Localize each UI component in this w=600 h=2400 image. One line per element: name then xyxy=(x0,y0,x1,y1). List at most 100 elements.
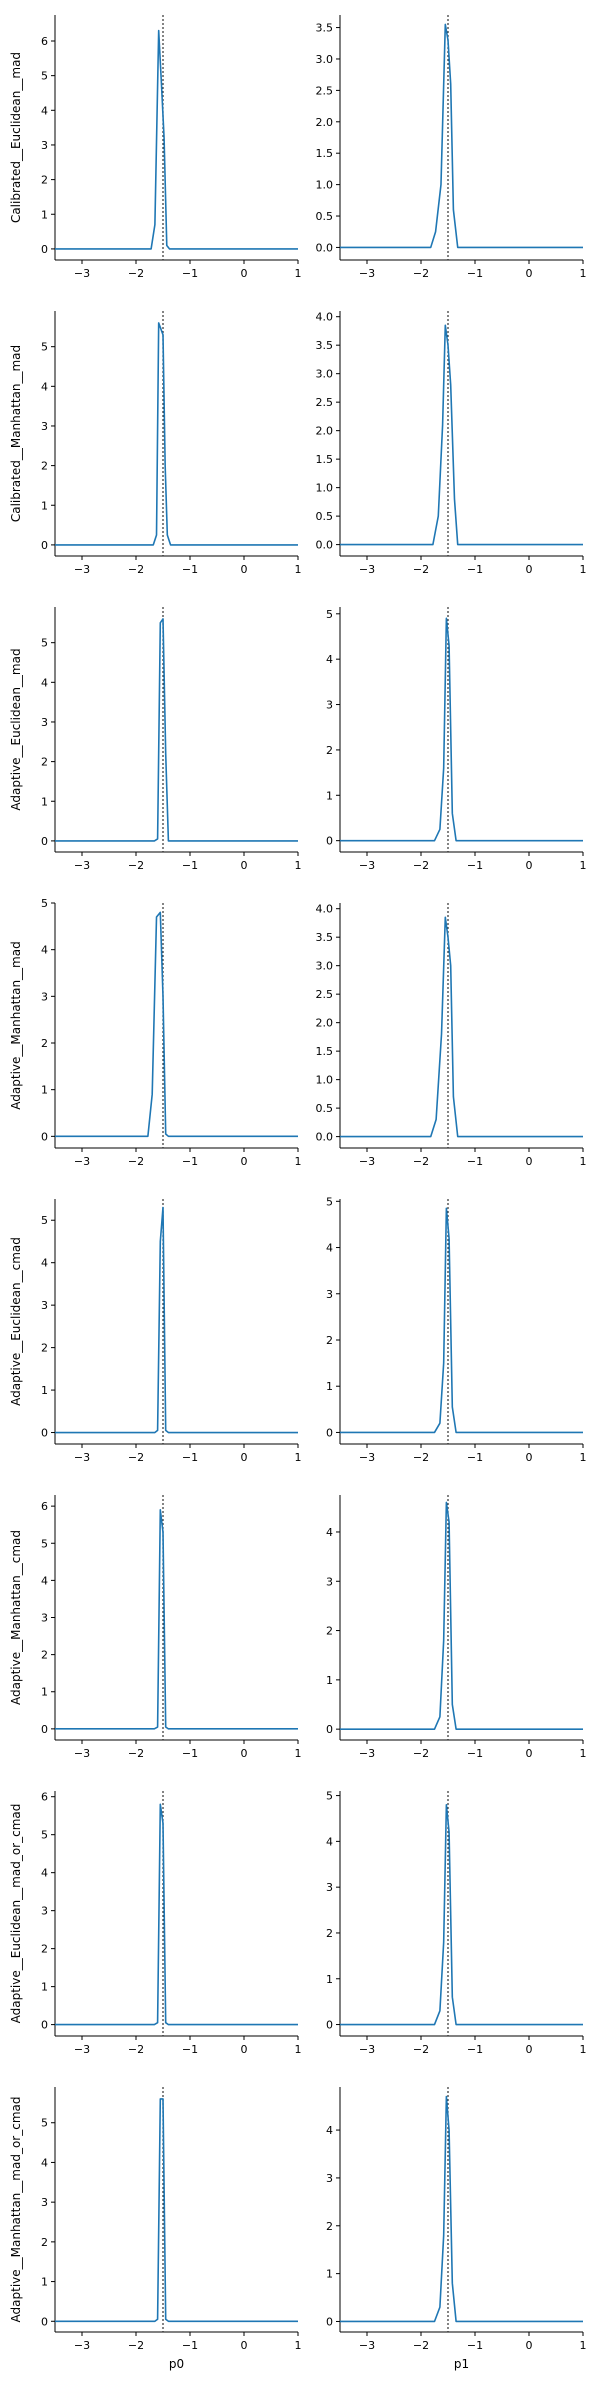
y-tick-label: 4 xyxy=(326,1242,333,1255)
x-tick-label: −2 xyxy=(128,1155,144,1168)
panel-r5c0: −3 −2 −1 0 1 0 1 2 3 4 5 6 Adaptive__Manhattan__cmad xyxy=(9,1495,302,1760)
y-tick-label: 5 xyxy=(326,1790,333,1803)
density-line xyxy=(55,618,298,842)
y-tick-label: 1 xyxy=(41,499,48,512)
x-tick-label: −3 xyxy=(74,563,90,576)
y-tick-label: 4 xyxy=(41,1574,48,1587)
y-tick-label: 1.0 xyxy=(316,1074,334,1087)
x-tick-label: −3 xyxy=(74,267,90,280)
x-tick-label: −1 xyxy=(467,1155,483,1168)
y-tick-label: 0 xyxy=(41,2315,48,2328)
y-tick-label: 3.5 xyxy=(316,22,334,35)
y-tick-label: 3 xyxy=(41,1905,48,1918)
y-tick-label: 1 xyxy=(41,1084,48,1097)
x-tick-label: −1 xyxy=(182,563,198,576)
x-axis-label: p0 xyxy=(169,2357,184,2371)
x-tick-label: −3 xyxy=(359,1155,375,1168)
y-tick-label: 4 xyxy=(326,1526,333,1539)
x-tick-label: 0 xyxy=(241,859,248,872)
x-tick-label: −1 xyxy=(182,1747,198,1760)
y-tick-label: 1 xyxy=(326,2268,333,2281)
y-tick-label: 6 xyxy=(41,35,48,48)
y-tick-label: 2.0 xyxy=(316,1017,334,1030)
y-tick-label: 3.0 xyxy=(316,368,334,381)
x-tick-label: −2 xyxy=(128,563,144,576)
x-tick-label: 0 xyxy=(526,2043,533,2056)
y-tick-label: 3 xyxy=(326,1288,333,1301)
y-tick-label: 5 xyxy=(41,1214,48,1227)
y-tick-label: 2 xyxy=(326,1927,333,1940)
y-tick-label: 5 xyxy=(41,1537,48,1550)
x-tick-label: −1 xyxy=(182,1451,198,1464)
x-tick-label: −2 xyxy=(413,859,429,872)
y-tick-label: 3 xyxy=(326,699,333,712)
y-tick-label: 1.5 xyxy=(316,147,334,160)
y-tick-label: 1 xyxy=(326,1380,333,1393)
x-tick-label: −3 xyxy=(359,1747,375,1760)
y-tick-label: 1 xyxy=(41,1686,48,1699)
y-tick-label: 0 xyxy=(41,243,48,256)
x-tick-label: −3 xyxy=(74,2043,90,2056)
y-tick-label: 1 xyxy=(41,795,48,808)
y-tick-label: 2 xyxy=(41,756,48,769)
x-tick-label: −2 xyxy=(413,563,429,576)
y-tick-label: 2 xyxy=(326,1625,333,1638)
y-tick-label: 3 xyxy=(41,1612,48,1625)
x-tick-label: −3 xyxy=(359,2339,375,2352)
density-line xyxy=(340,916,583,1138)
x-tick-label: 0 xyxy=(526,267,533,280)
x-tick-label: 1 xyxy=(580,563,587,576)
y-tick-label: 0.5 xyxy=(316,210,334,223)
y-tick-label: 0 xyxy=(326,2315,333,2328)
y-tick-label: 3 xyxy=(326,2172,333,2185)
x-tick-label: 1 xyxy=(295,2043,302,2056)
x-tick-label: 0 xyxy=(241,1155,248,1168)
x-tick-label: −1 xyxy=(182,2043,198,2056)
y-tick-label: 3 xyxy=(41,1299,48,1312)
density-line xyxy=(340,1207,583,1434)
y-tick-label: 2.0 xyxy=(316,425,334,438)
y-tick-label: 2 xyxy=(41,1342,48,1355)
x-tick-label: 1 xyxy=(580,2339,587,2352)
x-tick-label: 0 xyxy=(526,1747,533,1760)
y-tick-label: 2 xyxy=(41,460,48,473)
x-tick-label: 1 xyxy=(295,2339,302,2352)
panel-r1c0: −3 −2 −1 0 1 0 1 2 3 4 5 Calibrated__Manhattan__mad xyxy=(9,311,302,576)
x-tick-label: −3 xyxy=(74,1451,90,1464)
x-tick-label: −2 xyxy=(413,1155,429,1168)
y-tick-label: 2 xyxy=(326,744,333,757)
y-axis-label: Calibrated__Euclidean__mad xyxy=(9,52,23,223)
density-line xyxy=(55,1509,298,1730)
x-tick-label: −1 xyxy=(467,2339,483,2352)
density-line xyxy=(340,1803,583,2026)
x-tick-label: 0 xyxy=(241,267,248,280)
x-tick-label: −1 xyxy=(467,267,483,280)
x-tick-label: 0 xyxy=(526,2339,533,2352)
x-tick-label: 1 xyxy=(295,1747,302,1760)
x-tick-label: −2 xyxy=(413,267,429,280)
x-tick-label: 0 xyxy=(526,1451,533,1464)
x-tick-label: 0 xyxy=(526,563,533,576)
y-tick-label: 4.0 xyxy=(316,903,334,916)
x-tick-label: −3 xyxy=(74,1155,90,1168)
y-tick-label: 3 xyxy=(41,139,48,152)
y-tick-label: 1.5 xyxy=(316,453,334,466)
x-tick-label: −3 xyxy=(74,859,90,872)
y-tick-label: 5 xyxy=(41,70,48,83)
y-tick-label: 3 xyxy=(41,2196,48,2209)
x-tick-label: 1 xyxy=(295,1155,302,1168)
y-tick-label: 2 xyxy=(41,174,48,187)
x-tick-label: 1 xyxy=(295,1451,302,1464)
x-axis-label: p1 xyxy=(454,2357,469,2371)
density-line xyxy=(55,322,298,546)
x-tick-label: −1 xyxy=(467,563,483,576)
density-line xyxy=(55,1803,298,2026)
panel-r7c0: −3 −2 −1 0 1 0 1 2 3 4 5 Adaptive__Manhattan__mad_o… xyxy=(9,2087,302,2371)
y-axis-label: Adaptive__Manhattan__mad xyxy=(9,941,23,1109)
x-tick-label: 1 xyxy=(580,1451,587,1464)
x-tick-label: −2 xyxy=(128,1747,144,1760)
x-tick-label: −3 xyxy=(359,859,375,872)
panel-r7c1: −3 −2 −1 0 1 0 1 2 3 4 p1 xyxy=(326,2087,587,2371)
x-tick-label: 0 xyxy=(241,2339,248,2352)
